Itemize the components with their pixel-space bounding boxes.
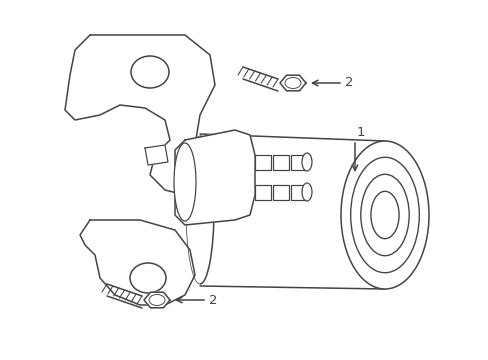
Text: 2: 2 [208,293,217,306]
Ellipse shape [130,263,165,293]
Polygon shape [145,145,168,165]
Ellipse shape [302,183,311,201]
Ellipse shape [360,174,408,256]
Polygon shape [65,35,215,195]
Ellipse shape [149,294,164,306]
Ellipse shape [340,141,428,289]
Polygon shape [272,155,288,170]
Polygon shape [254,185,270,200]
Polygon shape [272,185,288,200]
Polygon shape [143,292,170,308]
Ellipse shape [174,143,196,221]
Text: 2: 2 [345,77,353,90]
Text: 1: 1 [356,126,365,139]
Polygon shape [290,155,306,170]
Polygon shape [80,220,195,305]
Ellipse shape [302,153,311,171]
Ellipse shape [285,77,301,89]
Ellipse shape [350,157,419,273]
Polygon shape [290,185,306,200]
Polygon shape [254,155,270,170]
Ellipse shape [370,191,398,239]
Polygon shape [280,75,305,91]
Ellipse shape [131,56,169,88]
Polygon shape [175,130,254,225]
